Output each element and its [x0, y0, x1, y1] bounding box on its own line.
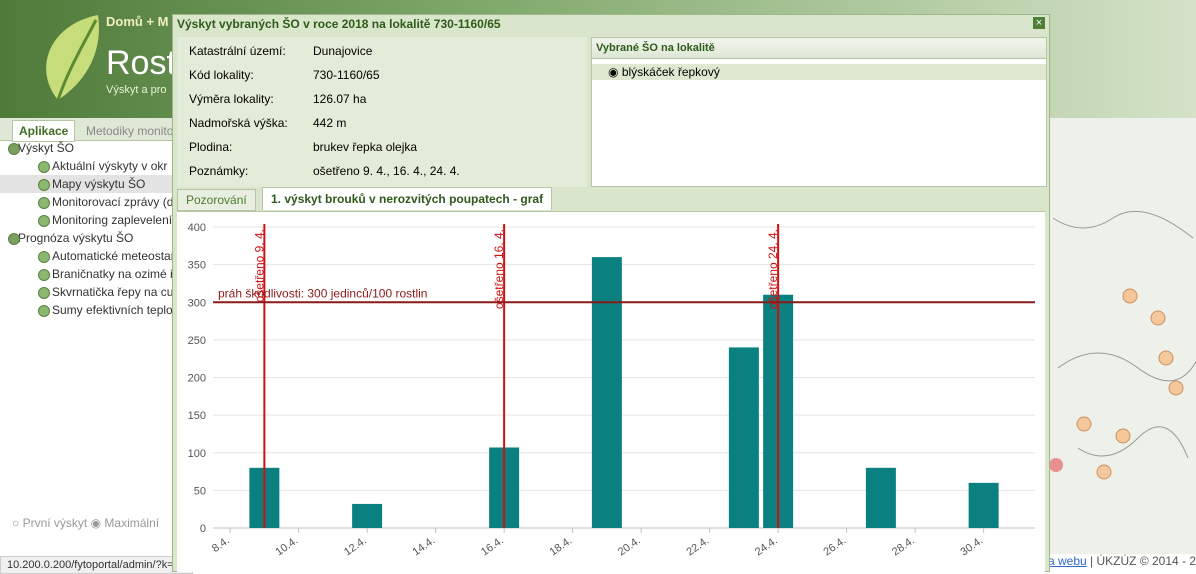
- treatment-label: ošetřeno 16. 4.: [492, 229, 506, 309]
- x-tick-label: 12.4.: [342, 535, 369, 559]
- y-tick-label: 100: [188, 448, 206, 460]
- x-tick-label: 18.4.: [547, 535, 574, 559]
- page: Domů + M Rostli Výskyt a pro Aplikace Me…: [0, 0, 1196, 570]
- x-tick-label: 26.4.: [821, 535, 848, 559]
- treatment-label: ošetřeno 24. 4.: [766, 229, 780, 309]
- y-tick-label: 250: [188, 335, 206, 347]
- bar: [969, 483, 999, 528]
- bar: [592, 257, 622, 528]
- bar: [866, 468, 896, 528]
- threshold-label: práh škodlivosti: 300 jedinců/100 rostli…: [218, 286, 427, 300]
- y-tick-label: 400: [188, 222, 206, 234]
- x-tick-label: 24.4.: [753, 535, 780, 559]
- chart: 0 50 100 150 200 250 300 350 400 8.4. 10.4. 12.4. 14…: [0, 0, 1196, 570]
- y-tick-label: 150: [188, 410, 206, 422]
- x-tick-label: 14.4.: [410, 535, 437, 559]
- y-tick-label: 300: [188, 297, 206, 309]
- y-tick-label: 50: [194, 485, 206, 497]
- x-tick-label: 8.4.: [210, 535, 232, 555]
- y-tick-label: 350: [188, 260, 206, 272]
- x-tick-label: 16.4.: [479, 535, 506, 559]
- x-tick-label: 10.4.: [273, 535, 300, 559]
- bar: [352, 504, 382, 528]
- y-tick-label: 0: [200, 523, 206, 535]
- x-tick-label: 22.4.: [684, 535, 711, 559]
- y-tick-label: 200: [188, 373, 206, 385]
- bar: [729, 347, 759, 528]
- x-tick-label: 20.4.: [616, 535, 643, 559]
- x-tick-label: 30.4.: [958, 535, 985, 559]
- x-tick-label: 28.4.: [890, 535, 917, 559]
